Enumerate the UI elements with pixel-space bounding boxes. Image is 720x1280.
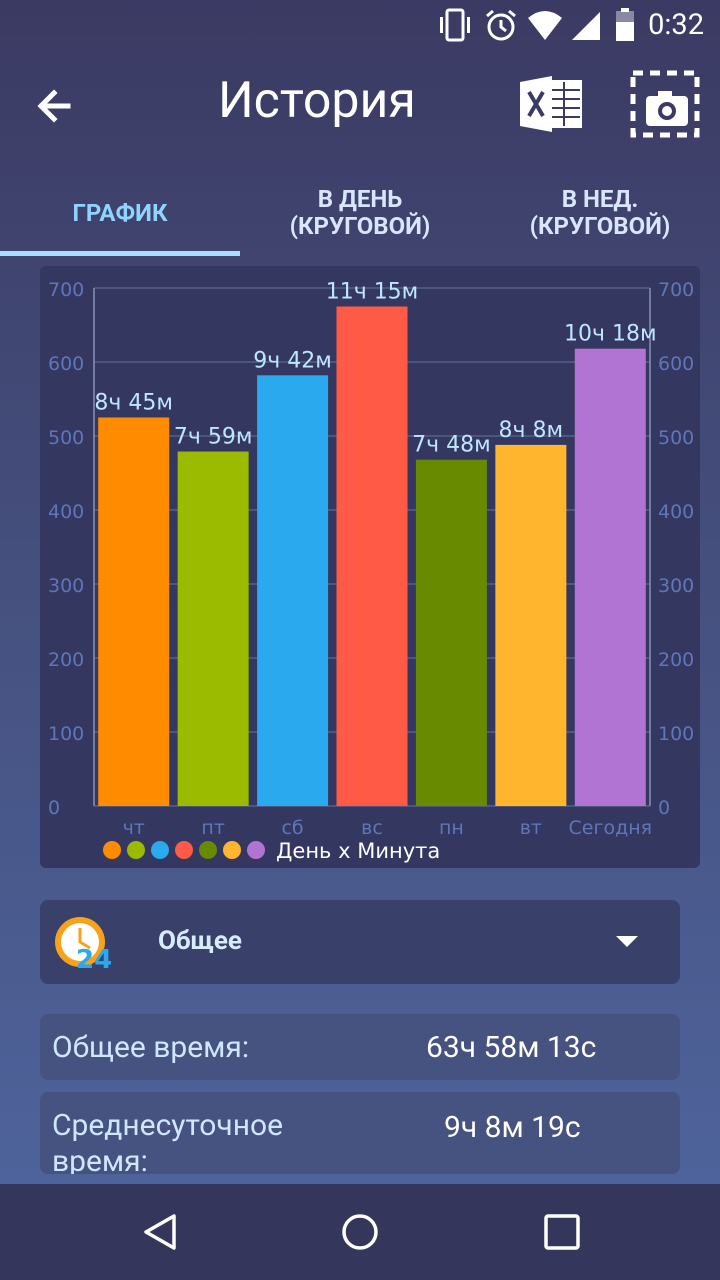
y-tick-label-left: 0 — [48, 797, 60, 819]
y-tick-label-right: 200 — [658, 649, 694, 671]
stat-total-value: 63ч 58м 13с — [426, 1030, 597, 1065]
dropdown-arrow-icon — [616, 936, 638, 947]
wifi-icon — [528, 11, 562, 40]
tab-chart[interactable]: ГРАФИК — [0, 170, 240, 256]
bar — [495, 444, 567, 806]
bar — [574, 348, 646, 806]
tab-bar: ГРАФИК В ДЕНЬ (КРУГОВОЙ) В НЕД. (КРУГОВО… — [0, 170, 720, 256]
x-tick-label: чт — [123, 817, 145, 839]
bar-data-label: 8ч 45м — [94, 391, 173, 416]
alarm-icon — [486, 9, 516, 41]
bar-data-label: 9ч 42м — [253, 348, 332, 373]
legend-dot — [223, 841, 241, 859]
y-tick-label-right: 100 — [658, 723, 694, 745]
status-bar: 0:32 — [0, 0, 720, 50]
app-bar: История — [0, 50, 720, 160]
status-time: 0:32 — [648, 8, 704, 42]
x-tick-label: пт — [201, 817, 225, 839]
signal-icon — [572, 12, 600, 40]
legend-dot — [127, 841, 145, 859]
arrow-left-icon[interactable] — [28, 78, 84, 134]
screenshot-camera-icon[interactable] — [630, 70, 700, 138]
x-tick-label: вс — [361, 817, 383, 839]
bar-chart: 0 0 100 100 200 200 300 300 400 400 500 500 600 600 70… — [48, 279, 694, 863]
y-tick-label-left: 300 — [48, 575, 84, 597]
x-tick-label: вт — [520, 817, 542, 839]
x-tick-label: сб — [281, 817, 303, 839]
legend-dot — [175, 841, 193, 859]
bar-data-label: 11ч 15м — [326, 280, 419, 305]
stat-row-total: Общее время: 63ч 58м 13с — [40, 1014, 680, 1080]
bar — [177, 451, 249, 806]
y-tick-label-right: 300 — [658, 575, 694, 597]
legend-dot — [151, 841, 169, 859]
y-tick-label-left: 700 — [48, 279, 84, 301]
system-nav-bar — [0, 1184, 720, 1280]
excel-export-icon[interactable] — [518, 74, 586, 134]
tab-indicator — [0, 251, 240, 256]
svg-text:24: 24 — [76, 945, 112, 972]
legend-dot — [199, 841, 217, 859]
y-tick-label-left: 500 — [48, 427, 84, 449]
bar-data-label: 8ч 8м — [499, 418, 564, 443]
x-tick-label: Сегодня — [569, 817, 653, 839]
y-tick-label-right: 400 — [658, 501, 694, 523]
page-title: История — [218, 72, 416, 130]
y-tick-label-right: 700 — [658, 279, 694, 301]
tab-per-week-label: В НЕД. (КРУГОВОЙ) — [529, 185, 671, 240]
clock-24-icon: 24 — [55, 917, 112, 972]
back-triangle-icon[interactable] — [140, 1212, 180, 1252]
stat-total-label: Общее время: — [52, 1030, 250, 1065]
bar — [257, 375, 329, 806]
bar-data-label: 7ч 48м — [412, 433, 491, 458]
bar — [336, 306, 408, 806]
legend-dot — [103, 841, 121, 859]
stat-average-value: 9ч 8м 19с — [444, 1110, 581, 1145]
y-tick-label-left: 600 — [48, 353, 84, 375]
bar-data-label: 7ч 59м — [174, 425, 253, 450]
y-tick-label-left: 400 — [48, 501, 84, 523]
category-dropdown[interactable]: 24 Общее — [40, 900, 680, 984]
x-tick-label: пн — [439, 817, 464, 839]
home-circle-icon[interactable] — [340, 1212, 380, 1252]
recents-square-icon[interactable] — [542, 1212, 582, 1252]
tab-per-day-pie[interactable]: В ДЕНЬ (КРУГОВОЙ) — [240, 170, 480, 256]
bar — [415, 459, 487, 806]
legend-label: День х Минута — [276, 839, 440, 863]
bar-data-label: 10ч 18м — [564, 322, 657, 347]
tab-per-week-pie[interactable]: В НЕД. (КРУГОВОЙ) — [480, 170, 720, 256]
tab-per-day-label: В ДЕНЬ (КРУГОВОЙ) — [289, 185, 431, 240]
y-tick-label-right: 600 — [658, 353, 694, 375]
y-tick-label-right: 0 — [658, 797, 670, 819]
y-tick-label-left: 100 — [48, 723, 84, 745]
category-label: Общее — [158, 926, 242, 956]
chart-card: 0 0 100 100 200 200 300 300 400 400 500 500 600 600 70… — [40, 266, 700, 868]
stat-average-label: Среднесуточное время: — [52, 1108, 284, 1174]
bar — [98, 417, 170, 806]
y-tick-label-right: 500 — [658, 427, 694, 449]
y-tick-label-left: 200 — [48, 649, 84, 671]
stat-row-average: Среднесуточное время: 9ч 8м 19с — [40, 1092, 680, 1174]
tab-chart-label: ГРАФИК — [72, 198, 168, 227]
vibrate-icon — [440, 8, 470, 42]
legend-dot — [247, 841, 265, 859]
battery-icon — [616, 8, 634, 41]
